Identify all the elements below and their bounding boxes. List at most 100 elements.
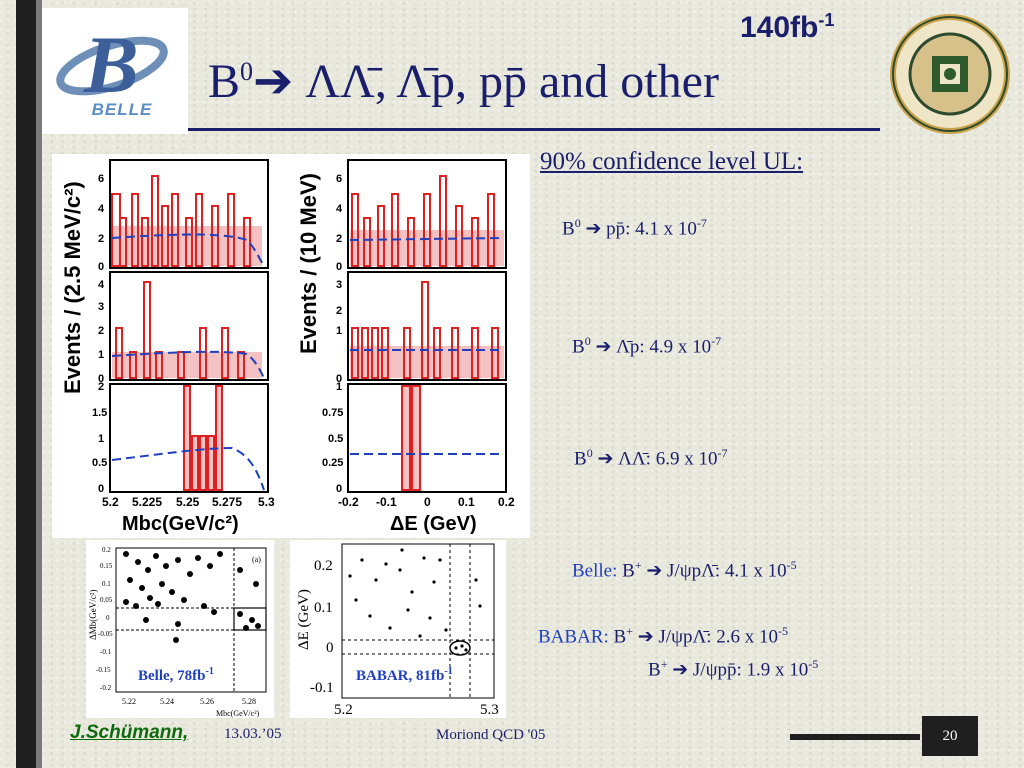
left-xlabel: Mbc(GeV/c²) — [122, 513, 239, 535]
tick-label: 6 — [336, 173, 342, 185]
result-b0-ppbar: B0 ➔ pp̄: 4.1 x 10-7 — [562, 216, 707, 240]
tick-label: 5.3 — [480, 702, 499, 718]
main-histogram-figure: Events / (2.5 MeV/c²) Events / (10 MeV) … — [52, 154, 530, 538]
tick-label: 2 — [336, 305, 342, 317]
right-panel-row3: 1 0.75 0.5 0.25 0 — [322, 381, 507, 495]
babar-caption: BABAR, 81fb-1 — [356, 666, 453, 684]
arrow-icon: ➔ — [585, 218, 602, 240]
tick-label: 0.1 — [314, 600, 333, 616]
belle-logo-text: BELLE — [91, 100, 153, 119]
belle-xlabel: Mbc(GeV/c²) — [216, 709, 260, 718]
tick-label: 5.28 — [242, 697, 256, 706]
tick-label: 0 — [336, 261, 342, 273]
belle-panel-label: (a) — [252, 555, 261, 564]
babar-scatter-svg: ΔE (GeV) 0.2 0.1 0 -0.1 5.2 5.3 — [296, 543, 499, 718]
left-panel-row2: 4 3 2 1 0 — [98, 271, 269, 385]
right-ylabel: Events / (10 MeV) — [296, 173, 321, 354]
belle-logo: B — [42, 8, 188, 134]
belle-ylabel: ΔMb(GeV/c²) — [88, 590, 98, 640]
tick-label: 6 — [98, 173, 104, 185]
tick-label: 0.5 — [92, 457, 107, 469]
tick-label: 5.22 — [122, 697, 136, 706]
footer-conference: Moriond QCD '05 — [436, 727, 546, 743]
arrow-icon: ➔ — [597, 448, 614, 470]
tick-label: 4 — [336, 203, 343, 215]
tick-label: 0 — [326, 640, 334, 656]
page-number: 20 — [942, 728, 958, 744]
university-seal-icon — [890, 14, 1010, 134]
tick-label: 0.2 — [102, 546, 111, 554]
tick-label: -0.2 — [100, 684, 112, 692]
tick-label: 0.2 — [314, 558, 333, 574]
tick-label: 5.2 — [102, 495, 119, 509]
right-xlabel: ΔE (GeV) — [390, 513, 477, 535]
tick-label: -0.1 — [310, 680, 334, 696]
tick-label: 0.05 — [100, 596, 113, 604]
tick-label: -0.05 — [98, 630, 113, 638]
tick-label: 1.5 — [92, 407, 107, 419]
tick-label: 5.24 — [160, 697, 174, 706]
tick-label: 0 — [424, 495, 431, 509]
tick-label: 1 — [98, 433, 104, 445]
tick-label: 4 — [98, 279, 105, 291]
tick-label: 2 — [336, 233, 342, 245]
result-b0-lambda-lambdabar: B0 ➔ ΛΛ̄: 6.9 x 10-7 — [574, 446, 728, 470]
tick-label: 0 — [98, 261, 104, 273]
tick-label: 2 — [98, 381, 104, 393]
tick-label: 5.225 — [132, 495, 162, 509]
belle-scatter-svg: ΔMb(GeV/c²) (a) 5.22 5.24 5.26 5.28 Mbc(… — [88, 546, 267, 718]
tick-label: 0.25 — [322, 457, 343, 469]
tick-label: 0 — [106, 614, 110, 622]
tick-label: 4 — [98, 203, 105, 215]
tick-label: 0 — [336, 373, 342, 385]
tick-label: 5.2 — [334, 702, 353, 718]
belle-caption: Belle, 78fb-1 — [138, 666, 214, 684]
arrow-icon: ➔ — [637, 626, 654, 648]
tick-label: -0.1 — [100, 648, 112, 656]
left-ylabel: Events / (2.5 MeV/c²) — [60, 181, 85, 394]
tick-label: 1 — [336, 381, 342, 393]
babar-scatter-plot: ΔE (GeV) 0.2 0.1 0 -0.1 5.2 5.3 BABAR, 8… — [290, 540, 506, 718]
tick-label: 5.26 — [200, 697, 214, 706]
tick-label: 0.1 — [458, 495, 475, 509]
result-belle-jpsi: Belle: B+ ➔ J/ψpΛ̄: 4.1 x 10-5 — [572, 558, 797, 582]
result-b0-lambdabar-p: B0 ➔ Λ̄p: 4.9 x 10-7 — [572, 334, 722, 358]
tick-label: 2 — [98, 233, 104, 245]
footer-author: J.Schümann, — [70, 722, 189, 743]
footer-rule — [790, 734, 920, 740]
tick-label: 0 — [98, 483, 104, 495]
tick-label: 5.3 — [258, 495, 275, 509]
tick-label: -0.1 — [376, 495, 397, 509]
footer-date: 13.03.’05 — [224, 726, 282, 742]
left-panel-row1: 6 4 2 0 — [98, 159, 269, 273]
tick-label: 3 — [336, 279, 342, 291]
tick-label: 5.25 — [176, 495, 200, 509]
tick-label: -0.15 — [96, 666, 111, 674]
babar-ylabel: ΔE (GeV) — [296, 589, 312, 650]
belle-scatter-plot: ΔMb(GeV/c²) (a) 5.22 5.24 5.26 5.28 Mbc(… — [86, 540, 274, 718]
belle-b-icon: B — [56, 19, 168, 106]
page-number-box — [922, 716, 978, 756]
result-babar-jpsi-ppbar: B+ ➔ J/ψpp̄: 1.9 x 10-5 — [648, 657, 819, 681]
luminosity-label: 140fb-1 — [740, 10, 835, 44]
tick-label: 0 — [98, 373, 104, 385]
tick-label: -0.2 — [338, 495, 359, 509]
left-decor-bar-inner — [36, 0, 42, 768]
right-panel-row2: 3 2 1 0 — [336, 271, 507, 385]
tick-label: 3 — [98, 301, 104, 313]
header-rule — [188, 128, 880, 131]
arrow-icon: ➔ — [595, 336, 612, 358]
left-decor-bar — [16, 0, 36, 768]
arrow-icon: ➔ — [253, 55, 294, 108]
tick-label: 1 — [336, 325, 342, 337]
histogram-panels: Events / (2.5 MeV/c²) Events / (10 MeV) … — [60, 159, 515, 535]
tick-label: 0.1 — [102, 580, 111, 588]
arrow-icon: ➔ — [646, 560, 663, 582]
result-babar-jpsi-plambda: BABAR: B+ ➔ J/ψpΛ̄: 2.6 x 10-5 — [538, 624, 789, 648]
tick-label: 2 — [98, 325, 104, 337]
right-panel-row1: 6 4 2 0 — [336, 159, 507, 273]
left-panel-row3: 2 1.5 1 0.5 0 — [92, 381, 269, 495]
svg-text:B: B — [83, 19, 139, 106]
tick-label: 5.275 — [212, 495, 242, 509]
tick-label: 0.75 — [322, 407, 343, 419]
